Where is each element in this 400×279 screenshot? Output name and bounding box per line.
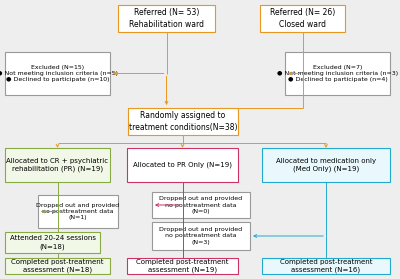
Text: Allocated to PR Only (N=19): Allocated to PR Only (N=19) (133, 162, 232, 168)
FancyBboxPatch shape (152, 192, 250, 218)
Text: Allocated to medication only
(Med Only) (N=19): Allocated to medication only (Med Only) … (276, 158, 376, 172)
Text: Referred (N= 26)
Closed ward: Referred (N= 26) Closed ward (270, 8, 335, 28)
Text: Allocated to CR + psychiatric
rehabilitation (PR) (N=19): Allocated to CR + psychiatric rehabilita… (6, 158, 108, 172)
FancyBboxPatch shape (285, 52, 390, 95)
Text: Completed post-treatment
assessment (N=19): Completed post-treatment assessment (N=1… (136, 259, 229, 273)
FancyBboxPatch shape (260, 5, 345, 32)
FancyBboxPatch shape (127, 148, 238, 182)
Text: Attended 20-24 sessions
(N=18): Attended 20-24 sessions (N=18) (10, 235, 96, 249)
FancyBboxPatch shape (5, 232, 100, 253)
Text: Excluded (N=7)
● Not meeting inclusion criteria (n=3)
● Declined to participate : Excluded (N=7) ● Not meeting inclusion c… (277, 65, 398, 82)
Text: Randomly assigned to
treatment conditions(N=38): Randomly assigned to treatment condition… (129, 111, 237, 132)
FancyBboxPatch shape (262, 148, 390, 182)
Text: Dropped out and provided
no posttreatment data
(N=1): Dropped out and provided no posttreatmen… (36, 203, 120, 220)
FancyBboxPatch shape (5, 258, 110, 274)
Text: Dropped out and provided
no posttreatment data
(N=0): Dropped out and provided no posttreatmen… (160, 196, 242, 214)
FancyBboxPatch shape (127, 258, 238, 274)
FancyBboxPatch shape (118, 5, 215, 32)
FancyBboxPatch shape (5, 52, 110, 95)
FancyBboxPatch shape (152, 222, 250, 250)
Text: Completed post-treatment
assessment (N=18): Completed post-treatment assessment (N=1… (11, 259, 104, 273)
FancyBboxPatch shape (5, 148, 110, 182)
Text: Excluded (N=15)
● Not meeting inclusion criteria (n=5)
● Declined to participate: Excluded (N=15) ● Not meeting inclusion … (0, 65, 118, 82)
Text: Completed post-treatment
assessment (N=16): Completed post-treatment assessment (N=1… (280, 259, 372, 273)
FancyBboxPatch shape (128, 108, 238, 135)
FancyBboxPatch shape (262, 258, 390, 274)
FancyBboxPatch shape (38, 195, 118, 228)
Text: Referred (N= 53)
Rehabilitation ward: Referred (N= 53) Rehabilitation ward (129, 8, 204, 28)
Text: Dropped out and provided
no posttreatment data
(N=3): Dropped out and provided no posttreatmen… (160, 227, 242, 245)
